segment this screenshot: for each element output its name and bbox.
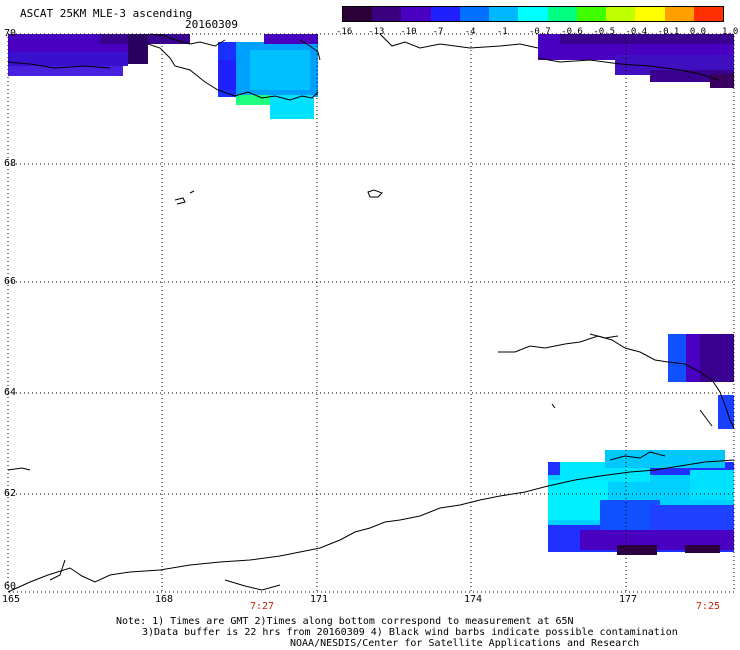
colorbar-label: -0.7 — [529, 27, 551, 37]
note-line-3: NOAA/NESDIS/Center for Satellite Applica… — [290, 638, 640, 649]
lat-label-68: 68 — [4, 158, 17, 169]
colorbar-segment — [518, 7, 548, 21]
colorbar-segment — [693, 7, 724, 21]
lon-label-177: 177 — [619, 594, 638, 605]
colorbar-segment — [459, 7, 490, 21]
map-title: ASCAT 25KM MLE-3 ascending — [20, 7, 193, 20]
colorbar-segment — [547, 7, 577, 21]
lon-label-165: 165 — [2, 594, 21, 605]
wind-data-layer — [8, 34, 734, 555]
lat-label-60: 60 — [4, 581, 17, 592]
colorbar-segment — [664, 7, 694, 21]
colorbar-label: 0.0 — [689, 27, 707, 37]
colorbar-label: -0.5 — [593, 27, 616, 37]
colorbar-segment — [372, 7, 402, 21]
lat-label-70: 70 — [4, 28, 17, 39]
colorbar-segment — [576, 7, 607, 21]
map-date: 20160309 — [185, 18, 238, 31]
lat-label-62: 62 — [4, 488, 17, 499]
time-label-right: 7:25 — [696, 601, 721, 612]
colorbar-label: 1.0 — [722, 27, 739, 37]
coastlines — [7, 33, 735, 593]
colorbar-label: -0.1 — [657, 27, 680, 37]
note-line-2: 3)Data buffer is 22 hrs from 20160309 4)… — [142, 627, 678, 638]
colorbar-segment — [489, 7, 519, 21]
colorbar-segment — [606, 7, 636, 21]
colorbar-label: -4 — [464, 27, 476, 37]
lon-label-168: 168 — [155, 594, 174, 605]
lat-label-66: 66 — [4, 276, 17, 287]
colorbar-segment — [401, 7, 431, 21]
note-line-1: Note: 1) Times are GMT 2)Times along bot… — [116, 616, 574, 627]
colorbar-label: -13 — [368, 27, 385, 37]
colorbar-label: -1 — [496, 27, 508, 37]
lon-label-174: 174 — [464, 594, 483, 605]
colorbar-label: -0.6 — [561, 27, 583, 37]
map-frame — [7, 33, 735, 593]
colorbar-segment — [635, 7, 665, 21]
colorbar-label: -7 — [432, 27, 444, 37]
lat-label-64: 64 — [4, 387, 17, 398]
graticule — [8, 34, 734, 592]
colorbar-label: -0.4 — [625, 27, 648, 37]
colorbar-segment — [343, 7, 373, 21]
colorbar-labels: -16 -13 -10 -7 -4 -1 -0.7 -0.6 -0.5 -0.4 -0.1 0.0 1.… — [330, 0, 740, 40]
colorbar-label: -16 — [336, 27, 353, 37]
colorbar-label: -10 — [400, 27, 417, 37]
lon-label-171: 171 — [310, 594, 329, 605]
time-label-left: 7:27 — [250, 601, 275, 612]
colorbar-segment — [430, 7, 460, 21]
colorbar — [342, 6, 724, 22]
